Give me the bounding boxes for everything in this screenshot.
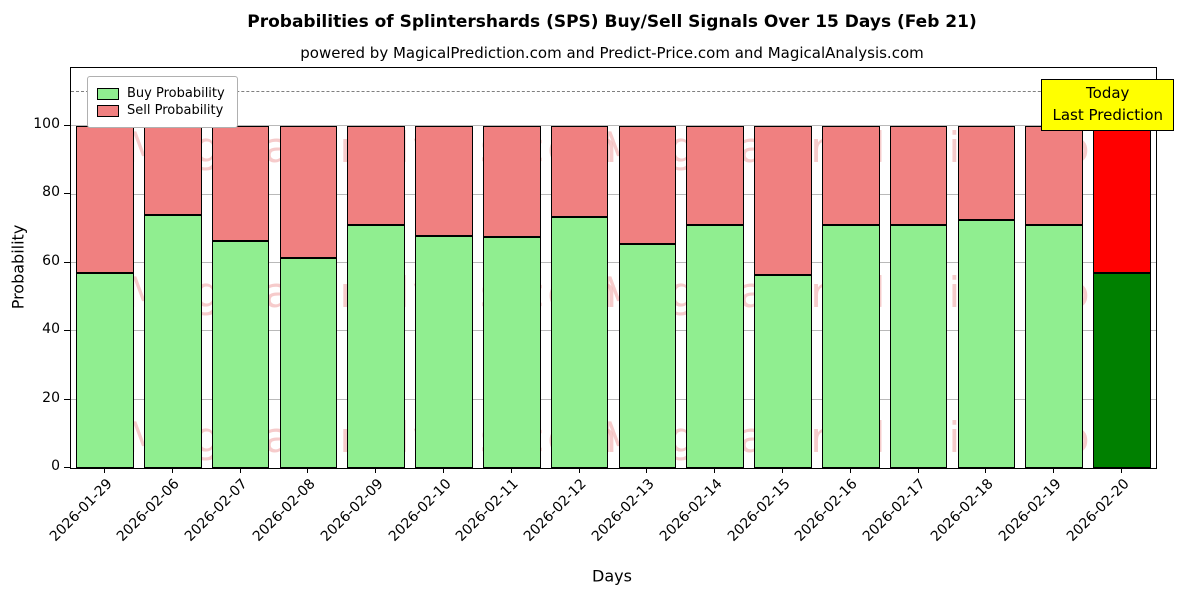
x-tick-label: 2026-02-06 [114,476,184,545]
bar-buy-segment [482,237,541,468]
y-tick-label: 40 [42,321,60,338]
x-tick-label: 2026-02-19 [995,476,1065,545]
bar-sell-segment [347,126,405,226]
x-tick-mark [103,467,105,473]
y-tick-label: 100 [33,116,60,133]
legend-item-buy: Buy Probability [97,86,225,101]
y-tick-mark [64,125,70,127]
bar-buy-segment [143,215,202,468]
x-tick-label: 2026-02-14 [656,476,726,545]
x-tick-label: 2026-02-12 [521,476,590,545]
legend-item-sell: Sell Probability [97,103,225,118]
x-tick-label: 2026-02-11 [453,476,523,545]
y-tick-mark [64,193,70,195]
x-tick-mark [510,467,512,473]
bar-sell-segment [754,126,812,275]
bar-buy-segment [1093,273,1151,468]
bar-sell-segment [1025,126,1084,226]
x-tick-mark [849,467,851,473]
x-tick-label: 2026-02-16 [792,476,862,545]
bar-sell-segment [822,126,880,226]
x-tick-mark [375,467,377,473]
chart-title: Probabilities of Splintershards (SPS) Bu… [247,12,977,32]
bar-sell-segment [1093,126,1151,274]
bar-buy-segment [957,220,1016,468]
y-tick-label: 60 [42,252,60,269]
x-tick-mark [714,467,716,473]
x-tick-label: 2026-02-08 [249,476,319,545]
bar-buy-segment [889,225,948,468]
x-tick-mark [985,467,987,473]
gridline [71,330,1156,332]
y-tick-label: 20 [42,389,60,406]
x-tick-label: 2026-02-10 [385,476,455,545]
bar-sell-segment [76,126,134,274]
y-tick-mark [64,398,70,400]
x-tick-label: 2026-02-17 [860,476,929,545]
bar-sell-segment [211,126,270,241]
x-axis-label: Days [592,566,632,586]
bar-sell-segment [415,126,473,236]
x-tick-label: 2026-02-15 [724,476,794,545]
chart-subtitle: powered by MagicalPrediction.com and Pre… [300,44,924,62]
x-tick-mark [171,467,173,473]
bar-buy-segment [76,273,134,468]
bar-sell-segment [618,126,677,245]
buy-swatch-icon [97,87,119,100]
x-tick-mark [1053,467,1055,473]
annotation-line2: Last Prediction [1052,105,1163,124]
legend-label-buy: Buy Probability [127,86,225,101]
bar-buy-segment [279,257,338,468]
gridline [71,398,1156,400]
dashed-upper-line [71,90,1156,92]
x-tick-mark [307,467,309,473]
bar-buy-segment [415,235,473,468]
bar-sell-segment [889,126,948,226]
sell-swatch-icon [97,104,119,117]
y-tick-label: 0 [51,458,60,474]
annotation-line1: Today [1086,84,1130,102]
bar-sell-segment [279,126,338,258]
bar-buy-segment [211,240,270,468]
x-tick-mark [1121,467,1123,473]
today-annotation: Today Last Prediction [1041,79,1174,131]
x-tick-label: 2026-01-29 [46,476,116,545]
x-tick-mark [442,467,444,473]
x-tick-mark [578,467,580,473]
bar-sell-segment [686,126,745,226]
y-tick-mark [64,261,70,263]
bar-sell-segment [482,126,541,238]
legend: Buy Probability Sell Probability [87,76,238,128]
x-tick-label: 2026-02-20 [1063,476,1133,545]
bar-buy-segment [686,225,745,468]
legend-label-sell: Sell Probability [127,103,224,118]
x-tick-mark [646,467,648,473]
x-tick-mark [239,467,241,473]
gridline [71,193,1156,195]
gridline [71,261,1156,263]
x-tick-label: 2026-02-13 [588,476,658,545]
x-tick-label: 2026-02-18 [927,476,997,545]
plot-area: MagicalAnalysis.com MagicalPrediction.co… [70,67,1157,469]
x-tick-mark [782,467,784,473]
y-tick-mark [64,467,70,468]
bar-sell-segment [957,126,1016,221]
gridline [71,125,1156,127]
bar-buy-segment [347,225,405,468]
y-tick-label: 80 [42,184,60,201]
bar-buy-segment [822,225,880,468]
bar-sell-segment [550,126,609,217]
x-tick-label: 2026-02-07 [181,476,251,545]
bar-buy-segment [754,274,812,468]
y-tick-mark [64,330,70,332]
x-tick-label: 2026-02-09 [317,476,387,545]
bar-sell-segment [143,126,202,216]
bar-buy-segment [550,216,609,468]
bar-buy-segment [618,244,677,468]
bar-buy-segment [1025,225,1084,468]
x-tick-mark [917,467,919,473]
